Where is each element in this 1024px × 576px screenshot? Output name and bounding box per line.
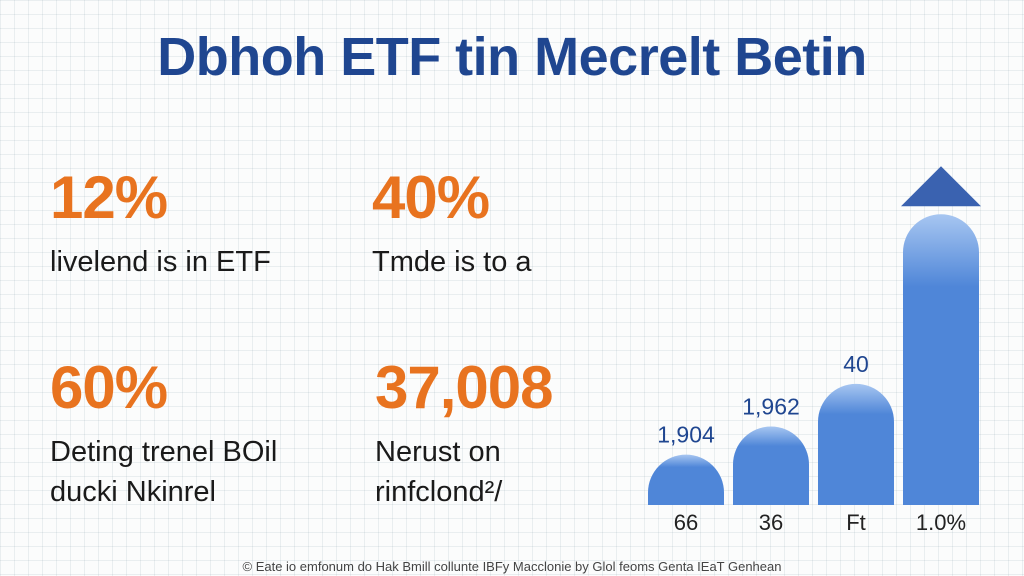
stat-description-line: Nerust on — [375, 436, 501, 468]
stat-description-line: rinfclond²/ — [375, 476, 503, 508]
category-label: Ft — [846, 510, 866, 535]
bar-3 — [818, 383, 894, 505]
stat-value: 40% — [372, 164, 490, 231]
bar-2 — [733, 426, 809, 505]
stat-block-2: 40% Tmde is to a — [372, 168, 532, 282]
chart-title: Dbhoh ETF tin Mecrelt Betin — [157, 27, 867, 87]
category-label: 66 — [674, 510, 698, 535]
category-label: 1.0% — [916, 510, 966, 535]
bar-value-label: 1,962 — [742, 393, 800, 419]
stat-description-line: Tmde is to a — [372, 246, 532, 278]
stat-value: 37,008 — [375, 354, 554, 421]
stat-description-line: livelend is in ETF — [50, 246, 271, 278]
category-label: 36 — [759, 510, 783, 535]
stat-block-1: 12% livelend is in ETF — [50, 168, 271, 282]
stat-description: Tmde is to a — [372, 242, 532, 282]
stat-value: 12% — [50, 164, 168, 231]
bar-value-label: 1,904 — [657, 422, 715, 448]
stat-block-3: 60% Deting trenel BOil ducki Nkinrel — [50, 358, 277, 512]
stat-description: livelend is in ETF — [50, 242, 271, 282]
stat-description: Nerust on rinfclond²/ — [375, 432, 553, 512]
bar-1 — [648, 454, 724, 505]
stat-block-4: 37,008 Nerust on rinfclond²/ — [375, 354, 554, 512]
bar-4 — [903, 214, 979, 505]
stat-description-line: ducki Nkinrel — [50, 476, 216, 508]
stat-description-line: Deting trenel BOil — [50, 436, 278, 468]
stat-value: 60% — [50, 354, 168, 421]
bar-value-label: 40 — [843, 351, 869, 377]
trend-up-arrow-icon — [901, 166, 981, 207]
footnote: © Eate io emfonum do Hak Bmill collunte … — [242, 559, 782, 574]
stat-description: Deting trenel BOil ducki Nkinrel — [50, 432, 277, 512]
